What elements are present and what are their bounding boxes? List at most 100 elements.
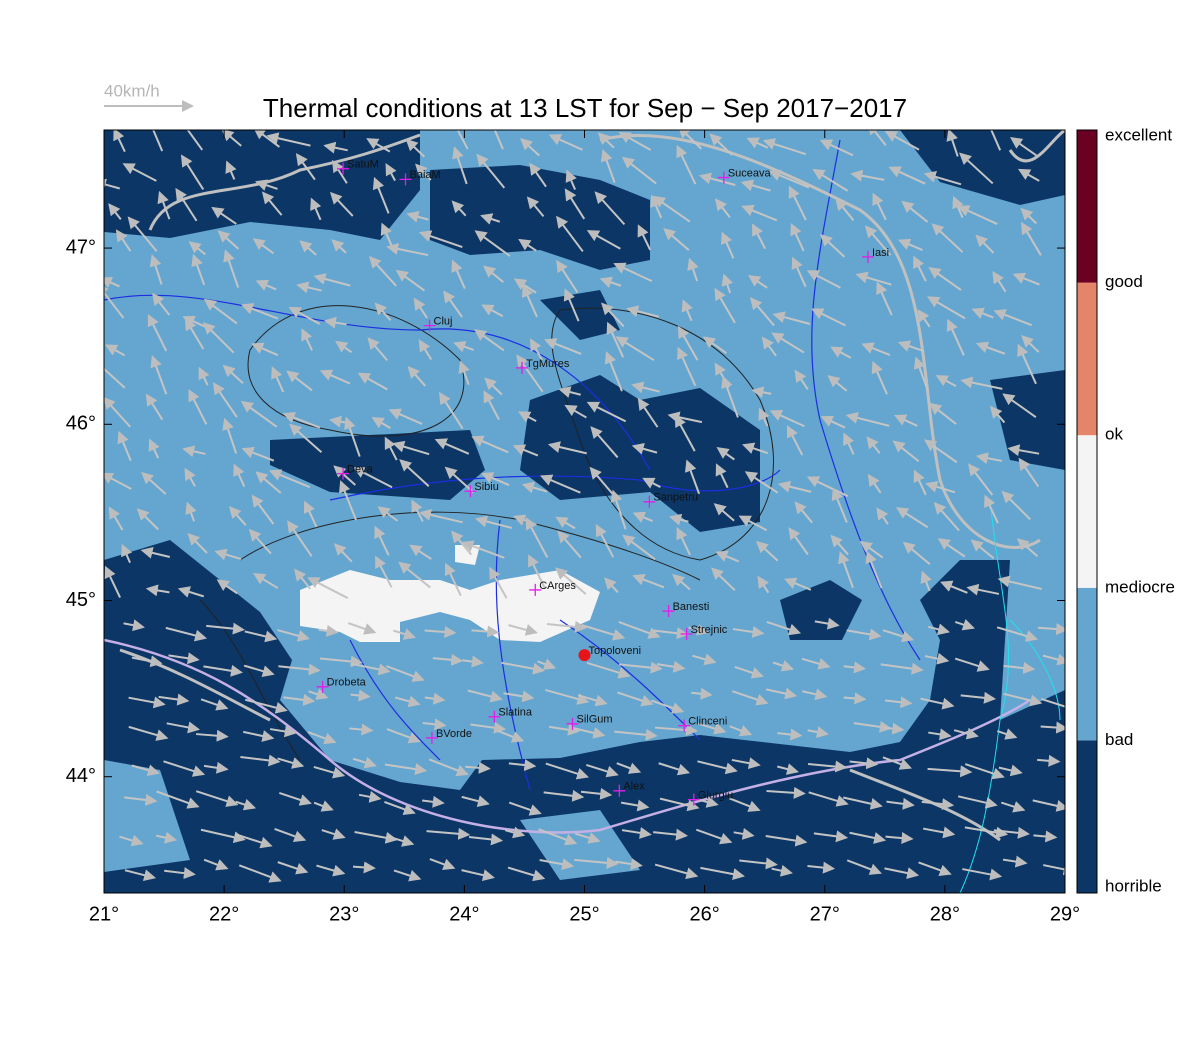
wind-arrow xyxy=(468,833,504,846)
wind-arrows xyxy=(104,130,1065,883)
y-tick-label: 46° xyxy=(66,413,96,435)
wind-arrow xyxy=(501,661,546,675)
wind-arrow xyxy=(372,176,390,214)
wind-arrow xyxy=(688,623,710,636)
wind-arrow xyxy=(289,423,323,454)
wind-arrow xyxy=(164,867,196,880)
wind-arrow xyxy=(307,731,337,745)
wind-arrow xyxy=(253,573,279,589)
wind-arrow xyxy=(1000,801,1026,813)
wind-arrow xyxy=(732,625,765,638)
wind-arrow xyxy=(1007,444,1040,457)
wind-arrow xyxy=(574,856,619,869)
wind-arrow xyxy=(319,655,363,668)
city-label: Banesti xyxy=(673,601,710,613)
wind-arrow xyxy=(545,688,590,705)
wind-arrow xyxy=(418,230,463,248)
wind-arrow xyxy=(715,550,740,563)
wind-arrow xyxy=(715,463,729,489)
wind-arrow xyxy=(769,409,805,428)
wind-arrow xyxy=(1032,799,1065,812)
wind-arrow xyxy=(850,169,885,182)
wind-arrow xyxy=(386,728,421,744)
wind-arrow xyxy=(984,494,999,524)
wind-arrow xyxy=(731,757,761,770)
wind-arrow xyxy=(255,471,282,494)
wind-arrow xyxy=(374,302,392,321)
wind-arrow xyxy=(997,575,1042,590)
wind-arrow xyxy=(196,729,229,742)
wind-arrow xyxy=(619,661,663,674)
wind-arrow xyxy=(637,397,659,428)
wind-arrow xyxy=(813,830,849,843)
wind-arrow xyxy=(653,828,689,841)
wind-arrow xyxy=(474,515,513,529)
wind-arrow xyxy=(716,447,735,461)
colorbar-label: bad xyxy=(1105,730,1133,749)
wind-arrow xyxy=(771,332,805,354)
wind-arrow xyxy=(544,338,582,355)
wind-arrow xyxy=(865,550,883,589)
colorbar-segment xyxy=(1077,130,1097,283)
wind-arrow xyxy=(894,414,918,427)
wind-arrow xyxy=(713,503,735,522)
wind-arrow xyxy=(771,864,793,877)
wind-arrow xyxy=(604,577,619,594)
colorbar-label: ok xyxy=(1105,425,1123,444)
wind-arrow xyxy=(222,417,238,454)
wind-arrow xyxy=(692,653,717,666)
wind-arrow xyxy=(556,215,584,253)
city-marker xyxy=(399,173,412,186)
wind-arrow xyxy=(243,730,275,742)
wind-arrow xyxy=(104,565,121,598)
wind-arrow xyxy=(405,138,426,158)
wind-arrow xyxy=(993,309,1033,327)
city-label: Deva xyxy=(347,464,374,476)
wind-arrow xyxy=(922,826,956,839)
wind-arrow xyxy=(1021,335,1040,353)
wind-arrow xyxy=(589,466,614,496)
wind-arrow xyxy=(462,655,484,668)
wind-arrow xyxy=(586,401,627,423)
wind-arrow xyxy=(755,540,779,562)
wind-arrow xyxy=(975,234,995,254)
wind-arrow xyxy=(968,463,994,496)
wind-arrow xyxy=(387,835,415,847)
wind-arrow xyxy=(672,573,691,591)
wind-arrow xyxy=(252,238,274,255)
wind-arrow xyxy=(357,372,388,391)
wind-arrow xyxy=(637,224,652,251)
wind-arrow xyxy=(352,467,393,489)
wind-arrow xyxy=(1033,830,1058,843)
wind-arrow xyxy=(610,489,627,530)
wind-arrow xyxy=(872,192,887,221)
x-tick-label: 22° xyxy=(209,903,239,925)
wind-arrow xyxy=(1017,168,1040,182)
wind-arrow xyxy=(697,760,738,775)
wind-arrow xyxy=(626,305,660,318)
wind-arrow xyxy=(461,540,505,559)
wind-arrow xyxy=(876,507,889,525)
wind-arrow xyxy=(964,826,1009,839)
wind-arrow xyxy=(632,511,653,523)
wind-arrow xyxy=(424,626,457,638)
wind-arrow xyxy=(613,262,653,283)
city-marker xyxy=(488,710,501,723)
wind-arrow xyxy=(924,652,950,665)
wind-arrow xyxy=(586,763,619,778)
wind-arrow xyxy=(604,351,623,392)
wind-arrow xyxy=(278,663,321,676)
wind-arrow xyxy=(654,863,699,880)
wind-arrow xyxy=(966,583,1000,596)
wind-arrow xyxy=(998,764,1023,777)
wind-arrow xyxy=(115,229,132,252)
wind-arrow xyxy=(266,132,311,147)
wind-arrow xyxy=(964,763,1005,780)
wind-arrow xyxy=(925,481,956,494)
wind-arrow xyxy=(409,544,432,560)
wind-arrow xyxy=(819,233,846,258)
wind-arrow xyxy=(375,555,393,588)
wind-arrow xyxy=(221,130,242,147)
wind-arrow xyxy=(156,790,200,809)
wind-arrow xyxy=(321,828,346,840)
